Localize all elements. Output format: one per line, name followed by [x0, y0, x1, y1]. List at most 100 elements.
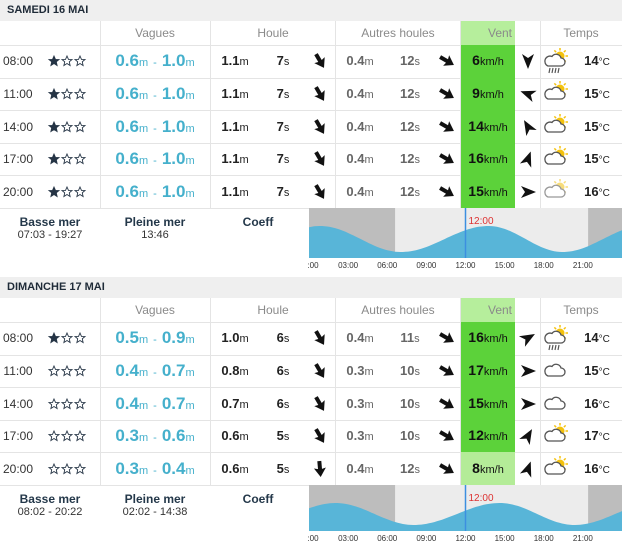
- time: 20:00: [2, 184, 34, 199]
- other-height: 0.4m: [335, 119, 385, 134]
- unit: °C: [598, 334, 610, 346]
- cloud: [544, 53, 566, 67]
- star-empty: [73, 152, 87, 165]
- unit: s: [283, 154, 290, 167]
- unit: °C: [598, 155, 610, 167]
- unit: m: [239, 121, 249, 134]
- weather-icon: [544, 146, 568, 165]
- arrow: [314, 85, 325, 101]
- separator: -: [153, 432, 157, 445]
- day-title: SAMEDI 16 MAI: [7, 4, 89, 16]
- unit: m: [364, 333, 374, 346]
- tide-text: Basse mer: [19, 215, 81, 229]
- sun-ray: [563, 457, 567, 461]
- cloud: [544, 86, 566, 100]
- axis-label: 06:00: [377, 534, 398, 543]
- time: 14:00: [2, 396, 34, 411]
- other-arrow: [439, 55, 454, 66]
- weather-icon: [544, 113, 568, 133]
- unit: m: [185, 89, 195, 102]
- arrow: [521, 364, 536, 377]
- sun-ray: [553, 50, 557, 53]
- rating-stars: [47, 120, 87, 132]
- arrow: [519, 461, 532, 478]
- day-title-bar: [0, 277, 622, 298]
- swell-period-value: 7: [276, 118, 284, 134]
- swell-height: 1.1m: [210, 53, 260, 68]
- column-header: Vent: [487, 303, 513, 317]
- wind-cell: [461, 142, 515, 176]
- separator: -: [153, 155, 157, 168]
- vent-header-bg: [461, 298, 515, 322]
- wind-cell: [461, 77, 515, 111]
- separator: -: [153, 464, 157, 477]
- arrow: [314, 428, 325, 444]
- other-height: 0.3m: [335, 428, 385, 443]
- other-period-value: 12: [400, 85, 415, 101]
- unit: s: [414, 431, 420, 444]
- waves: 0.6m -1.0m: [100, 84, 210, 104]
- temperature: 16°C: [572, 461, 622, 476]
- swell-arrow: [314, 428, 325, 444]
- axis-label: 15:00: [495, 261, 516, 270]
- wave-min: 0.6: [115, 116, 139, 136]
- time: 14:00: [2, 119, 34, 134]
- now-label: 12:00: [469, 216, 494, 227]
- wind-cell: [461, 387, 515, 420]
- other-arrow: [439, 365, 454, 376]
- wind-value: 9: [472, 84, 480, 101]
- axis-label: 03:00: [338, 534, 359, 543]
- unit: s: [283, 463, 290, 476]
- wind-arrow: [522, 54, 534, 70]
- arrow: [522, 54, 534, 70]
- star-empty: [47, 364, 61, 377]
- sun-ray: [553, 424, 557, 428]
- wind-arrow: [524, 119, 537, 136]
- temperature: 16°C: [572, 396, 622, 411]
- wind: 17km/h: [461, 362, 515, 378]
- unit: m: [239, 186, 249, 199]
- arrow: [439, 153, 454, 164]
- arrow: [521, 185, 536, 198]
- unit: m: [364, 463, 374, 476]
- separator: -: [153, 57, 157, 70]
- unit: m: [239, 56, 249, 69]
- wind-arrow: [521, 364, 536, 377]
- weather-icon: [544, 455, 568, 475]
- unit: m: [138, 334, 149, 347]
- swell-height: 0.8m: [210, 363, 260, 378]
- swell-period: 6s: [258, 396, 308, 411]
- star-empty: [60, 185, 74, 198]
- day-title-bar: [0, 0, 622, 21]
- swell-height-value: 0.8: [221, 362, 240, 378]
- wind: 12km/h: [461, 427, 515, 443]
- unit: m: [364, 56, 374, 69]
- arrow: [439, 397, 454, 409]
- unit: m: [364, 88, 374, 101]
- arrow: [439, 462, 454, 474]
- rain: [554, 345, 557, 351]
- row-line: [0, 45, 622, 46]
- star-empty: [47, 397, 61, 409]
- axis-label: 12:00: [455, 261, 476, 270]
- column-header: Vent: [487, 26, 513, 40]
- wave-max: 1.0: [161, 181, 186, 201]
- swell-height-value: 1.1: [221, 85, 240, 101]
- temperature: 14°C: [572, 330, 622, 345]
- swell-height: 1.1m: [210, 184, 260, 199]
- separator: -: [153, 187, 157, 200]
- unit: m: [138, 187, 149, 200]
- time: 08:00: [2, 331, 34, 346]
- arrow: [313, 460, 326, 477]
- unit: m: [185, 334, 195, 347]
- other-height: 0.3m: [335, 363, 385, 378]
- other-period: 10s: [385, 396, 435, 411]
- unit: m: [364, 154, 374, 167]
- time: 20:00: [2, 461, 34, 476]
- unit: m: [364, 398, 374, 411]
- wind-cell: [461, 452, 515, 485]
- row-line: [0, 175, 622, 177]
- wind-arrow: [519, 461, 532, 478]
- arrow: [524, 119, 537, 136]
- wind-cell: [461, 45, 515, 78]
